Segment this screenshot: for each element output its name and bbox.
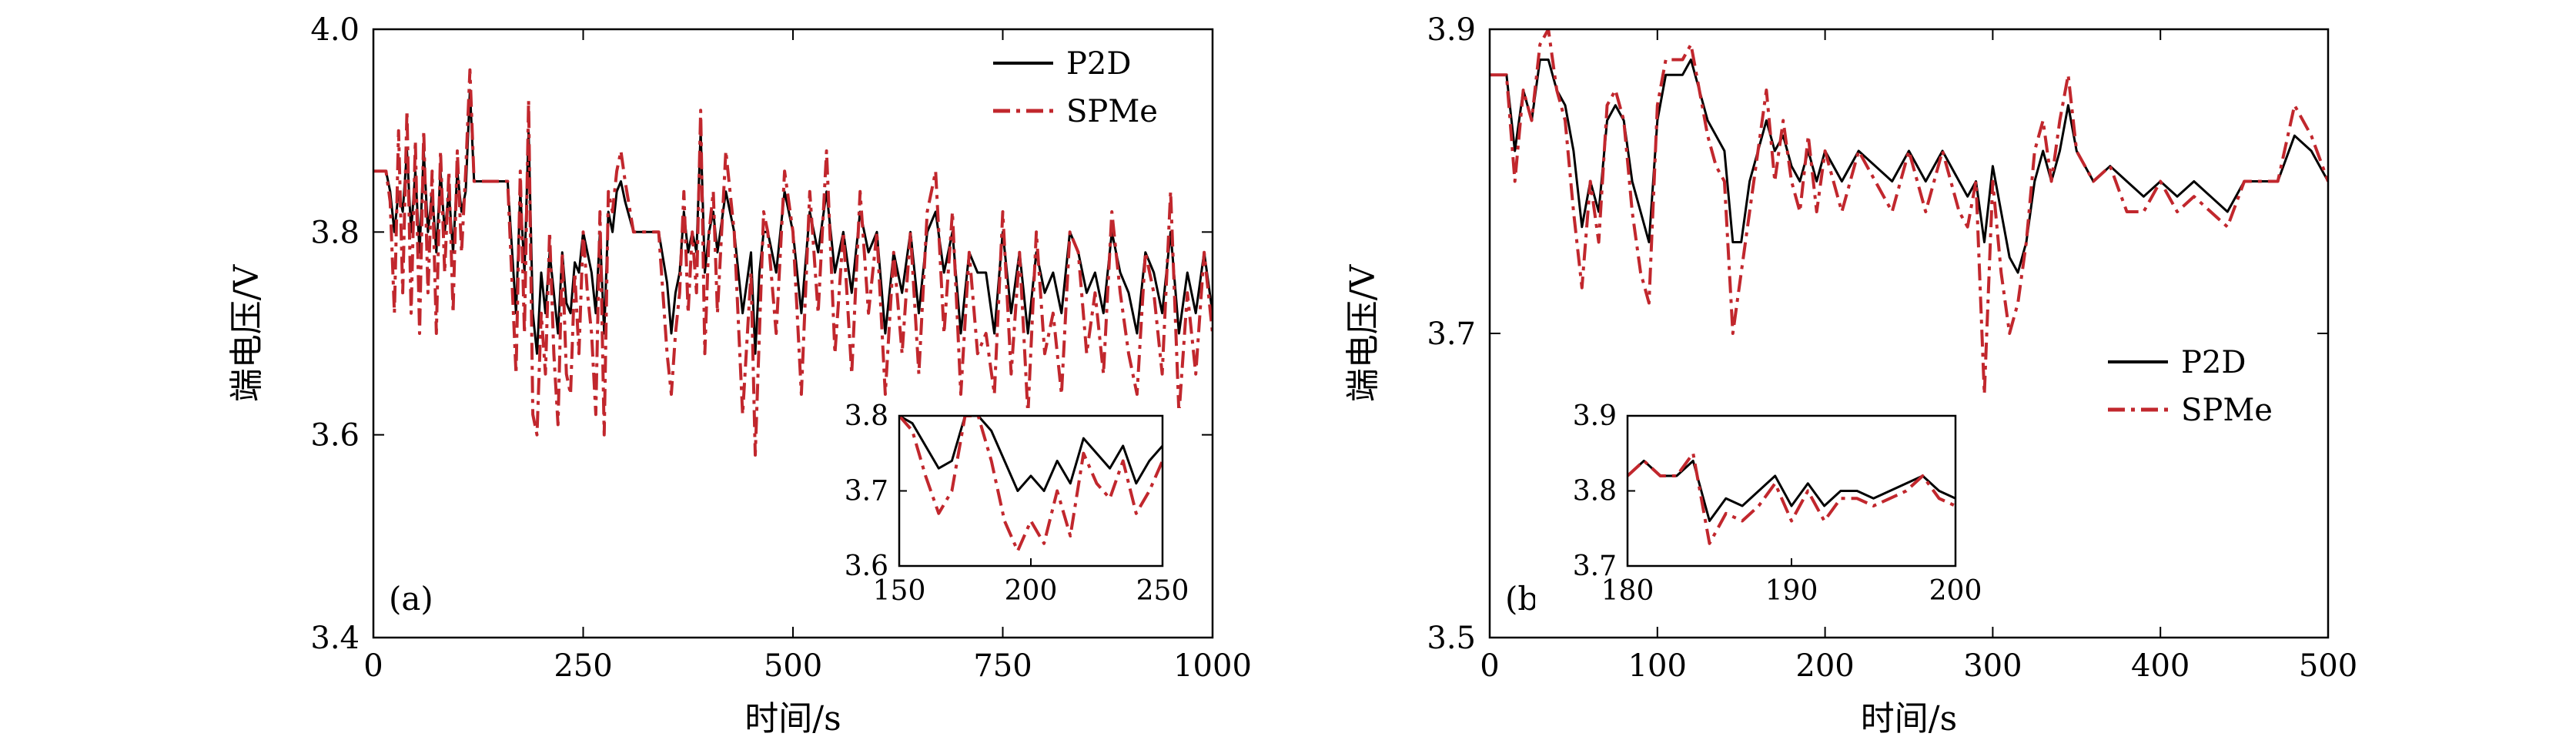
x-axis-label: 时间/s [1861, 699, 1957, 738]
y-tick-label: 3.9 [1427, 12, 1476, 48]
x-tick-label: 200 [1795, 648, 1854, 684]
inset-x-tick-label: 200 [1929, 575, 1982, 607]
inset-x-tick-label: 150 [873, 575, 926, 607]
x-tick-label: 250 [554, 648, 612, 684]
x-axis-label: 时间/s [744, 699, 841, 738]
chart-panel-0: 0 250 500 750 1000 3.4 3.6 3.8 4.0 时间/s 端电压/V (a) P2… [227, 12, 1252, 738]
chart-panel-1: 0 100 200 300 400 5003.53.73.9时间/s端电压/V(b)P2D… [1343, 12, 2357, 738]
inset-y-tick-label: 3.7 [845, 476, 888, 507]
inset-y-tick-label: 3.9 [1573, 400, 1617, 432]
legend: P2D SPMe [2108, 345, 2273, 428]
y-tick-label: 3.6 [310, 418, 360, 454]
inset-chart: 180 190 200 3.7 3.8 3.9 [1535, 400, 1982, 616]
series-line-spme [1490, 29, 2328, 396]
inset-x-tick-label: 190 [1765, 575, 1818, 607]
x-tick-label: 300 [1963, 648, 2022, 684]
series-line-spme [373, 68, 1213, 457]
inset-series-line-spme [899, 416, 1163, 553]
x-tick-label: 0 [1480, 648, 1499, 684]
inset-chart: 150 200 250 3.6 3.7 3.8 [807, 400, 1189, 616]
x-tick-label: 0 [363, 648, 383, 684]
y-axis-label: 端电压/V [227, 263, 266, 402]
legend: P2D SPMe [993, 46, 1158, 129]
inset-x-tick-label: 250 [1136, 575, 1189, 607]
x-tick-label: 400 [2131, 648, 2190, 684]
x-tick-label: 500 [2299, 648, 2357, 684]
inset-y-tick-label: 3.6 [845, 551, 888, 582]
inset-y-tick-label: 3.7 [1573, 551, 1617, 582]
x-tick-label: 1000 [1173, 648, 1252, 684]
inset-background [1535, 408, 1979, 616]
series-line-p2d [373, 89, 1213, 355]
y-tick-label: 3.4 [310, 621, 360, 656]
legend-label-p2d: P2D [2181, 345, 2246, 380]
y-tick-label: 3.7 [1427, 316, 1476, 352]
inset-x-tick-label: 180 [1601, 575, 1654, 607]
legend-label-spme: SPMe [1066, 94, 1158, 129]
panel-label: (a) [389, 580, 433, 618]
y-tick-label: 3.8 [310, 215, 360, 250]
y-axis-label: 端电压/V [1343, 263, 1383, 402]
inset-x-tick-label: 200 [1005, 575, 1058, 607]
inset-series-line-spme [1628, 451, 1955, 545]
legend-label-spme: SPMe [2181, 393, 2273, 428]
x-tick-label: 100 [1628, 648, 1687, 684]
series-line-p2d [1490, 59, 2328, 274]
y-tick-label: 4.0 [310, 12, 360, 48]
inset-y-tick-label: 3.8 [845, 400, 888, 432]
x-tick-label: 750 [973, 648, 1032, 684]
y-tick-label: 3.5 [1427, 621, 1476, 656]
inset-y-tick-label: 3.8 [1573, 476, 1617, 507]
inset-series-line-p2d [899, 416, 1163, 492]
legend-label-p2d: P2D [1066, 46, 1131, 82]
x-tick-label: 500 [764, 648, 822, 684]
